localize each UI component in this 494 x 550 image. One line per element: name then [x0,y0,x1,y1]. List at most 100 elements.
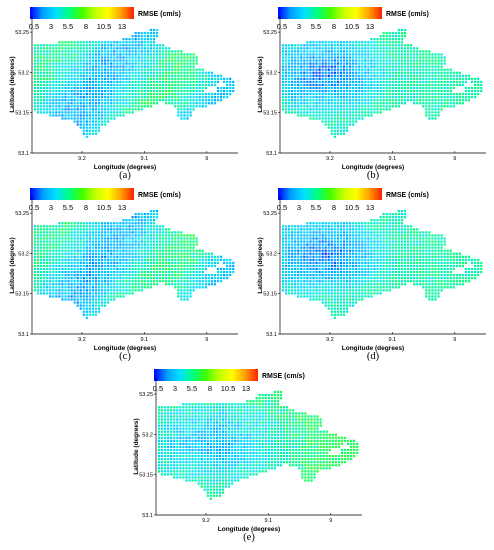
rmse-point [165,231,168,234]
rmse-point [373,62,376,65]
rmse-point [119,111,122,114]
rmse-point [76,295,79,298]
rmse-point [349,80,352,83]
colorbar-tick-label: 5.5 [311,203,321,212]
rmse-point [174,96,177,99]
rmse-point [36,111,40,114]
rmse-point [355,246,358,249]
rmse-point [79,289,82,292]
rmse-point [327,53,330,56]
rmse-point [425,50,428,53]
rmse-point [162,68,165,71]
rmse-point [101,231,104,234]
rmse-point [364,93,367,96]
rmse-point [480,80,483,83]
rmse-point [91,228,95,231]
rmse-point [107,53,110,56]
rmse-point [419,74,422,77]
rmse-point [376,38,379,41]
rmse-point [349,41,352,44]
rmse-point [297,50,300,53]
rmse-point [131,47,134,50]
rmse-point [449,89,452,93]
rmse-point [413,240,416,243]
rmse-point [61,108,64,111]
rmse-point [410,234,413,237]
rmse-point [88,108,91,111]
rmse-point [158,246,162,249]
rmse-point [300,105,303,108]
rmse-point [434,56,437,59]
rmse-point [36,270,40,274]
rmse-point [168,56,171,59]
rmse-point [422,53,425,56]
rmse-point [219,267,223,271]
rmse-point [226,77,229,80]
rmse-point [288,234,291,237]
rmse-point [43,77,46,80]
rmse-point [376,231,379,234]
rmse-point [107,237,110,240]
rmse-point [55,258,58,261]
rmse-point [474,77,477,80]
rmse-point [104,77,107,80]
rmse-point [413,102,416,105]
panel-label: (d) [367,351,380,361]
rmse-point [107,65,110,68]
rmse-point [288,225,291,228]
rmse-point [140,277,143,280]
rmse-point [397,68,400,71]
rmse-point [464,89,468,93]
rmse-point [61,231,64,234]
rmse-point [333,77,336,80]
rmse-point [297,44,300,47]
rmse-point [336,252,339,255]
rmse-point [134,32,137,35]
rmse-point [76,286,79,289]
rmse-point [419,102,422,105]
rmse-point [140,289,143,292]
rmse-point [91,99,95,102]
y-axis-label: Latitude (degrees) [9,237,16,293]
rmse-point [355,93,358,96]
rmse-point [143,32,146,35]
rmse-point [300,99,303,102]
rmse-point [281,68,285,71]
rmse-point [358,80,361,83]
rmse-point [458,83,461,87]
rmse-point [131,240,134,243]
rmse-point [385,252,388,255]
rmse-point [370,231,373,234]
rmse-point [370,255,373,258]
rmse-point [300,80,303,83]
rmse-point [434,53,437,56]
rmse-point [52,258,55,261]
rmse-point [91,277,95,280]
rmse-point [330,71,333,74]
rmse-point [46,77,49,80]
rmse-point [355,102,358,105]
colorbar-title: RMSE (cm/s) [386,192,429,199]
rmse-point [385,93,388,96]
rmse-point [201,68,204,71]
rmse-point [403,65,407,68]
rmse-point [201,77,204,80]
rmse-point [309,252,312,255]
rmse-point [474,83,477,87]
rmse-point [376,41,379,44]
rmse-point [219,274,223,277]
rmse-point [149,240,152,243]
rmse-point [76,231,79,234]
rmse-point [312,77,315,80]
rmse-point [70,62,73,65]
rmse-point [52,243,55,246]
rmse-point [327,117,330,120]
rmse-point [189,295,192,298]
rmse-point [52,249,55,252]
rmse-point [204,252,207,255]
rmse-point [67,111,70,114]
rmse-point [284,74,288,77]
rmse-point [327,96,330,99]
rmse-point [446,86,449,90]
rmse-point [140,274,143,277]
